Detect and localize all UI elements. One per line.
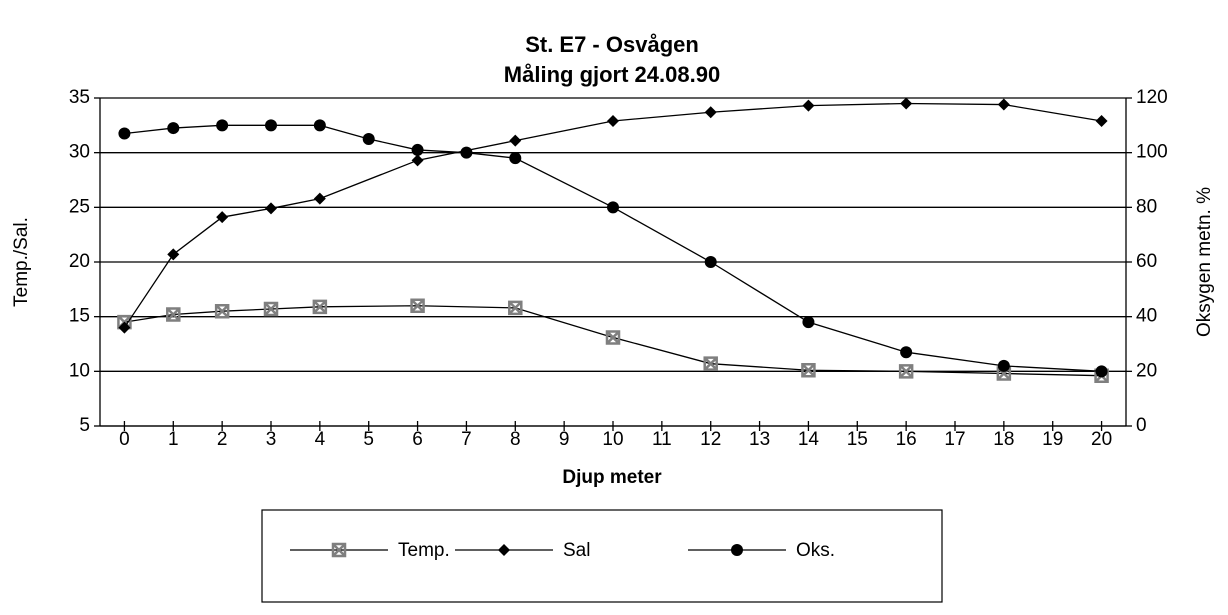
x-tick-label: 20 <box>1091 429 1112 450</box>
x-tick-label: 12 <box>700 429 721 450</box>
y2-tick-label: 120 <box>1136 87 1168 108</box>
marker <box>410 298 425 313</box>
marker <box>411 154 424 167</box>
y2-tick-label: 60 <box>1136 251 1157 272</box>
y-tick-label: 30 <box>69 142 90 163</box>
marker <box>802 316 815 329</box>
marker <box>607 114 619 127</box>
marker <box>216 211 229 224</box>
marker <box>362 133 375 145</box>
marker <box>900 97 913 110</box>
marker <box>704 106 717 119</box>
legend-label: Temp. <box>398 540 450 561</box>
x-tick-label: 5 <box>363 429 374 450</box>
y2-axis-label: Oksygen metn. % <box>1194 187 1215 337</box>
x-tick-label: 17 <box>944 429 965 450</box>
y-tick-label: 35 <box>69 87 90 108</box>
x-tick-label: 3 <box>266 429 277 450</box>
marker <box>508 300 523 316</box>
x-tick-label: 2 <box>217 429 228 450</box>
marker <box>997 98 1010 111</box>
x-tick-label: 19 <box>1042 429 1063 450</box>
x-tick-label: 0 <box>119 429 130 450</box>
chart-subtitle: Måling gjort 24.08.90 <box>504 62 720 87</box>
marker <box>118 321 131 334</box>
marker <box>167 122 180 135</box>
marker <box>411 143 424 156</box>
series-line <box>123 102 1102 328</box>
chart-title: St. E7 - Osvågen <box>525 32 699 57</box>
marker <box>801 362 816 378</box>
x-tick-label: 7 <box>461 429 472 450</box>
marker <box>312 299 328 315</box>
y2-tick-label: 20 <box>1136 360 1157 381</box>
x-tick-label: 4 <box>315 429 326 450</box>
x-tick-label: 6 <box>412 429 423 450</box>
y2-tick-label: 100 <box>1136 142 1168 163</box>
marker <box>1095 114 1108 127</box>
marker <box>331 542 347 558</box>
marker <box>167 248 180 261</box>
y-axis-label: Temp./Sal. <box>11 217 32 307</box>
marker <box>703 356 718 371</box>
y2-tick-label: 40 <box>1136 306 1157 327</box>
y-tick-label: 10 <box>69 360 90 381</box>
x-tick-label: 1 <box>168 429 179 450</box>
marker <box>802 99 815 112</box>
y-tick-label: 20 <box>69 251 90 272</box>
marker <box>605 330 621 345</box>
x-tick-label: 11 <box>652 429 672 450</box>
y-tick-label: 5 <box>79 415 90 436</box>
x-axis-label: Djup meter <box>562 467 662 488</box>
marker <box>265 202 277 215</box>
series-line <box>124 124 1102 372</box>
x-tick-label: 15 <box>847 429 868 450</box>
marker <box>313 119 326 132</box>
marker <box>216 119 229 132</box>
y-tick-label: 15 <box>69 306 90 327</box>
marker <box>898 364 914 379</box>
y2-tick-label: 0 <box>1136 415 1147 436</box>
x-tick-label: 10 <box>602 429 623 450</box>
marker <box>460 146 473 159</box>
y2-tick-label: 80 <box>1136 196 1157 217</box>
marker <box>313 192 326 205</box>
marker <box>731 544 743 556</box>
y-tick-label: 25 <box>69 196 90 217</box>
x-tick-label: 14 <box>798 429 820 450</box>
marker <box>1095 365 1108 378</box>
marker <box>509 152 522 165</box>
marker <box>263 301 279 317</box>
marker <box>704 256 717 268</box>
x-tick-label: 13 <box>749 429 770 450</box>
marker <box>997 359 1010 372</box>
marker <box>900 346 913 359</box>
x-tick-label: 16 <box>896 429 917 450</box>
marker <box>607 201 619 214</box>
marker <box>166 307 181 322</box>
marker <box>498 544 510 556</box>
x-tick-label: 18 <box>993 429 1014 450</box>
x-tick-label: 8 <box>510 429 521 450</box>
marker <box>118 127 131 140</box>
legend-box <box>261 509 943 603</box>
legend-label: Oks. <box>796 540 835 561</box>
marker <box>214 303 230 319</box>
marker <box>509 134 522 147</box>
marker <box>265 119 277 132</box>
x-tick-label: 9 <box>559 429 570 450</box>
legend-label: Sal <box>563 540 590 561</box>
